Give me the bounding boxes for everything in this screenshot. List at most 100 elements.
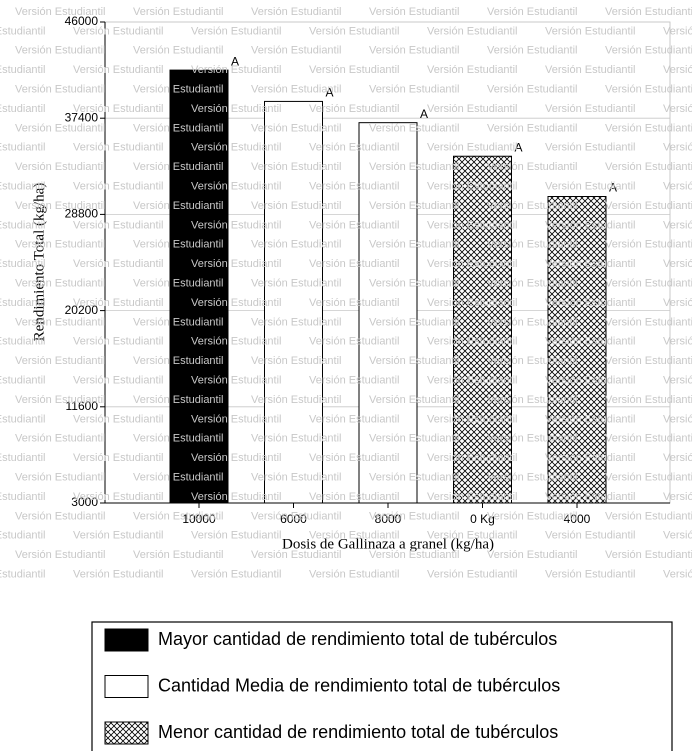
watermark-text: Versión Estudiantil <box>251 161 342 173</box>
watermark-text: Versión Estudiantil <box>73 491 164 503</box>
watermark-text: Versión Estudiantil <box>15 394 106 406</box>
watermark-text: Versión Estudiantil <box>487 472 578 484</box>
watermark-text: Versión Estudiantil <box>663 142 692 154</box>
watermark-text: Versión Estudiantil <box>251 122 342 134</box>
y-tick-label: 37400 <box>65 110 99 124</box>
watermark-text: Versión Estudiantil <box>427 452 518 464</box>
watermark-text: Versión Estudiantil <box>73 219 164 231</box>
watermark-text: Versión Estudiantil <box>605 316 692 328</box>
watermark-text: Versión Estudiantil <box>73 375 164 387</box>
watermark-text: Versión Estudiantil <box>663 258 692 270</box>
watermark-text: Versión Estudiantil <box>487 122 578 134</box>
watermark-text: Versión Estudiantil <box>73 64 164 76</box>
watermark-text: Versión Estudiantil <box>369 84 460 96</box>
x-tick-label: 10000 <box>182 512 216 526</box>
watermark-text: Versión Estudiantil <box>309 569 400 581</box>
x-tick-label: 6000 <box>280 512 307 526</box>
watermark-text: Versión Estudiantil <box>605 472 692 484</box>
watermark-text: Versión Estudiantil <box>545 297 636 309</box>
value-letter: A <box>231 54 239 68</box>
watermark-text: Versión Estudiantil <box>191 530 282 542</box>
watermark-text: Versión Estudiantil <box>0 413 46 425</box>
watermark-text: Versión Estudiantil <box>15 122 106 134</box>
watermark-text: Versión Estudiantil <box>369 510 460 522</box>
watermark-text: Versión Estudiantil <box>663 103 692 115</box>
watermark-text: Versión Estudiantil <box>369 200 460 212</box>
watermark-text: Versión Estudiantil <box>133 510 224 522</box>
y-tick-label: 28800 <box>65 207 99 221</box>
watermark-text: Versión Estudiantil <box>191 375 282 387</box>
watermark-text: Versión Estudiantil <box>15 472 106 484</box>
watermark-text: Versión Estudiantil <box>309 103 400 115</box>
watermark-text: Versión Estudiantil <box>0 181 46 193</box>
watermark-text: Versión Estudiantil <box>133 472 224 484</box>
watermark-text: Versión Estudiantil <box>133 45 224 57</box>
watermark-text: Versión Estudiantil <box>605 6 692 18</box>
watermark-text: Versión Estudiantil <box>427 103 518 115</box>
watermark-text: Versión Estudiantil <box>191 64 282 76</box>
watermark-text: Versión Estudiantil <box>369 355 460 367</box>
y-tick-label: 20200 <box>65 303 99 317</box>
watermark-text: Versión Estudiantil <box>73 452 164 464</box>
watermark-text: Versión Estudiantil <box>191 452 282 464</box>
watermark-text: Versión Estudiantil <box>15 433 106 445</box>
legend-box <box>91 621 673 751</box>
watermark-text: Versión Estudiantil <box>15 6 106 18</box>
watermark-text: Versión Estudiantil <box>73 336 164 348</box>
bar <box>264 100 323 504</box>
watermark-text: Versión Estudiantil <box>0 452 46 464</box>
watermark-text: Versión Estudiantil <box>605 355 692 367</box>
watermark-text: Versión Estudiantil <box>251 45 342 57</box>
watermark-text: Versión Estudiantil <box>133 84 224 96</box>
watermark-text: Versión Estudiantil <box>73 297 164 309</box>
watermark-text: Versión Estudiantil <box>251 433 342 445</box>
watermark-text: Versión Estudiantil <box>251 200 342 212</box>
watermark-text: Versión Estudiantil <box>309 181 400 193</box>
watermark-text: Versión Estudiantil <box>545 142 636 154</box>
watermark-text: Versión Estudiantil <box>309 142 400 154</box>
watermark-text: Versión Estudiantil <box>487 278 578 290</box>
watermark-text: Versión Estudiantil <box>487 433 578 445</box>
watermark-text: Versión Estudiantil <box>487 161 578 173</box>
watermark-text: Versión Estudiantil <box>251 394 342 406</box>
watermark-text: Versión Estudiantil <box>251 549 342 561</box>
watermark-text: Versión Estudiantil <box>545 569 636 581</box>
watermark-text: Versión Estudiantil <box>545 181 636 193</box>
legend-label: Menor cantidad de rendimiento total de t… <box>158 722 558 742</box>
value-letter: A <box>515 140 523 154</box>
watermark-text: Versión Estudiantil <box>369 45 460 57</box>
watermark-text: Versión Estudiantil <box>0 569 46 581</box>
legend-swatch <box>104 675 149 698</box>
watermark-text: Versión Estudiantil <box>663 64 692 76</box>
watermark-text: Versión Estudiantil <box>427 530 518 542</box>
watermark-text: Versión Estudiantil <box>15 161 106 173</box>
watermark-text: Versión Estudiantil <box>133 433 224 445</box>
watermark-text: Versión Estudiantil <box>191 491 282 503</box>
watermark-text: Versión Estudiantil <box>545 336 636 348</box>
watermark-text: Versión Estudiantil <box>73 142 164 154</box>
watermark-text: Versión Estudiantil <box>663 336 692 348</box>
y-tick-label: 11600 <box>66 399 99 413</box>
watermark-text: Versión Estudiantil <box>251 355 342 367</box>
watermark-text: Versión Estudiantil <box>545 452 636 464</box>
watermark-text: Versión Estudiantil <box>0 297 46 309</box>
watermark-text: Versión Estudiantil <box>0 530 46 542</box>
watermark-text: Versión Estudiantil <box>251 278 342 290</box>
watermark-text: Versión Estudiantil <box>663 413 692 425</box>
watermark-text: Versión Estudiantil <box>73 103 164 115</box>
watermark-text: Versión Estudiantil <box>133 278 224 290</box>
bar <box>453 155 512 504</box>
watermark-text: Versión Estudiantil <box>309 64 400 76</box>
x-tick-label: 4000 <box>564 512 591 526</box>
watermark-text: Versión Estudiantil <box>605 122 692 134</box>
watermark-text: Versión Estudiantil <box>487 316 578 328</box>
watermark-text: Versión Estudiantil <box>191 297 282 309</box>
watermark-text: Versión Estudiantil <box>0 375 46 387</box>
watermark-text: Versión Estudiantil <box>251 6 342 18</box>
watermark-text: Versión Estudiantil <box>545 103 636 115</box>
watermark-text: Versión Estudiantil <box>0 25 46 37</box>
watermark-text: Versión Estudiantil <box>369 278 460 290</box>
watermark-text: Versión Estudiantil <box>605 394 692 406</box>
watermark-text: Versión Estudiantil <box>427 25 518 37</box>
